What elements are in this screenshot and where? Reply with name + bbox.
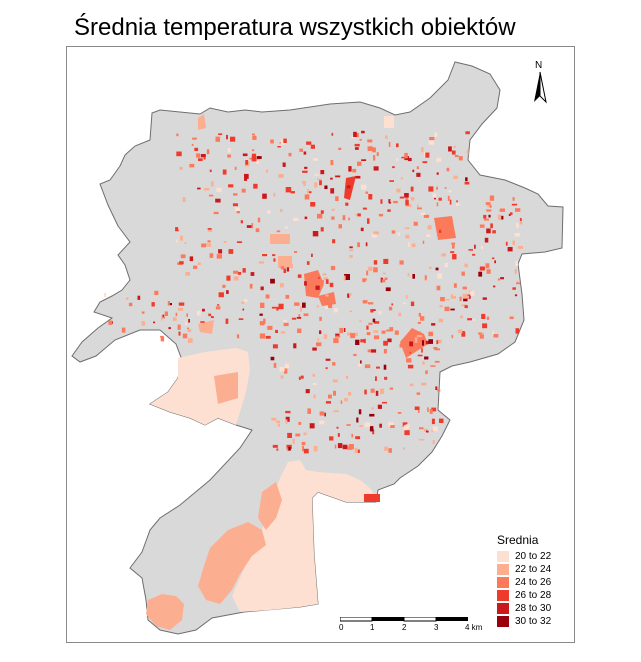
area-s1: [258, 482, 282, 530]
north-label: N: [535, 60, 543, 71]
legend-swatch: [497, 590, 509, 601]
legend: Srednia 20 to 22 22 to 24 24 to 26 26 to…: [497, 533, 573, 628]
area-w4: [278, 256, 292, 268]
legend-item: 24 to 26: [497, 576, 573, 589]
legend-item: 28 to 30: [497, 602, 573, 615]
area-sw2: [146, 594, 184, 630]
legend-item: 26 to 28: [497, 589, 573, 602]
map-title: Średnia temperatura wszystkich obiektów: [74, 14, 516, 41]
scale-tick-label: 4 km: [465, 623, 483, 632]
area-w1: [214, 372, 238, 404]
city-boundary: [71, 61, 564, 635]
area-w2: [198, 320, 214, 334]
legend-swatch: [497, 616, 509, 627]
area-south: [232, 460, 376, 612]
legend-label: 28 to 30: [515, 603, 552, 614]
legend-swatch: [497, 603, 509, 614]
area-w3: [270, 234, 290, 244]
legend-swatch: [497, 564, 509, 575]
scale-bar: 0 1 2 3 4 km: [339, 617, 489, 637]
area-ne2: [434, 216, 456, 240]
legend-label: 26 to 28: [515, 590, 552, 601]
scale-tick-label: 1: [370, 623, 375, 632]
legend-title: Srednia: [497, 533, 539, 547]
area-sw: [198, 522, 266, 604]
legend-label: 20 to 22: [515, 551, 552, 562]
legend-label: 30 to 32: [515, 616, 552, 627]
legend-item: 30 to 32: [497, 615, 573, 628]
legend-item: 20 to 22: [497, 550, 573, 563]
legend-label: 22 to 24: [515, 564, 552, 575]
scale-tick-label: 3: [434, 623, 439, 632]
area-se1: [364, 494, 380, 502]
legend-swatch: [497, 577, 509, 588]
area-west: [150, 348, 250, 425]
area-ne1: [384, 116, 394, 128]
area-n1: [198, 114, 206, 130]
area-c2: [318, 292, 336, 306]
scale-tick-label: 0: [339, 623, 344, 632]
north-arrow-icon: [534, 71, 547, 104]
scale-tick-label: 2: [402, 623, 407, 632]
legend-label: 24 to 26: [515, 577, 552, 588]
map-frame: [66, 46, 575, 643]
area-c3: [344, 274, 350, 280]
legend-swatch: [497, 551, 509, 562]
legend-item: 22 to 24: [497, 563, 573, 576]
